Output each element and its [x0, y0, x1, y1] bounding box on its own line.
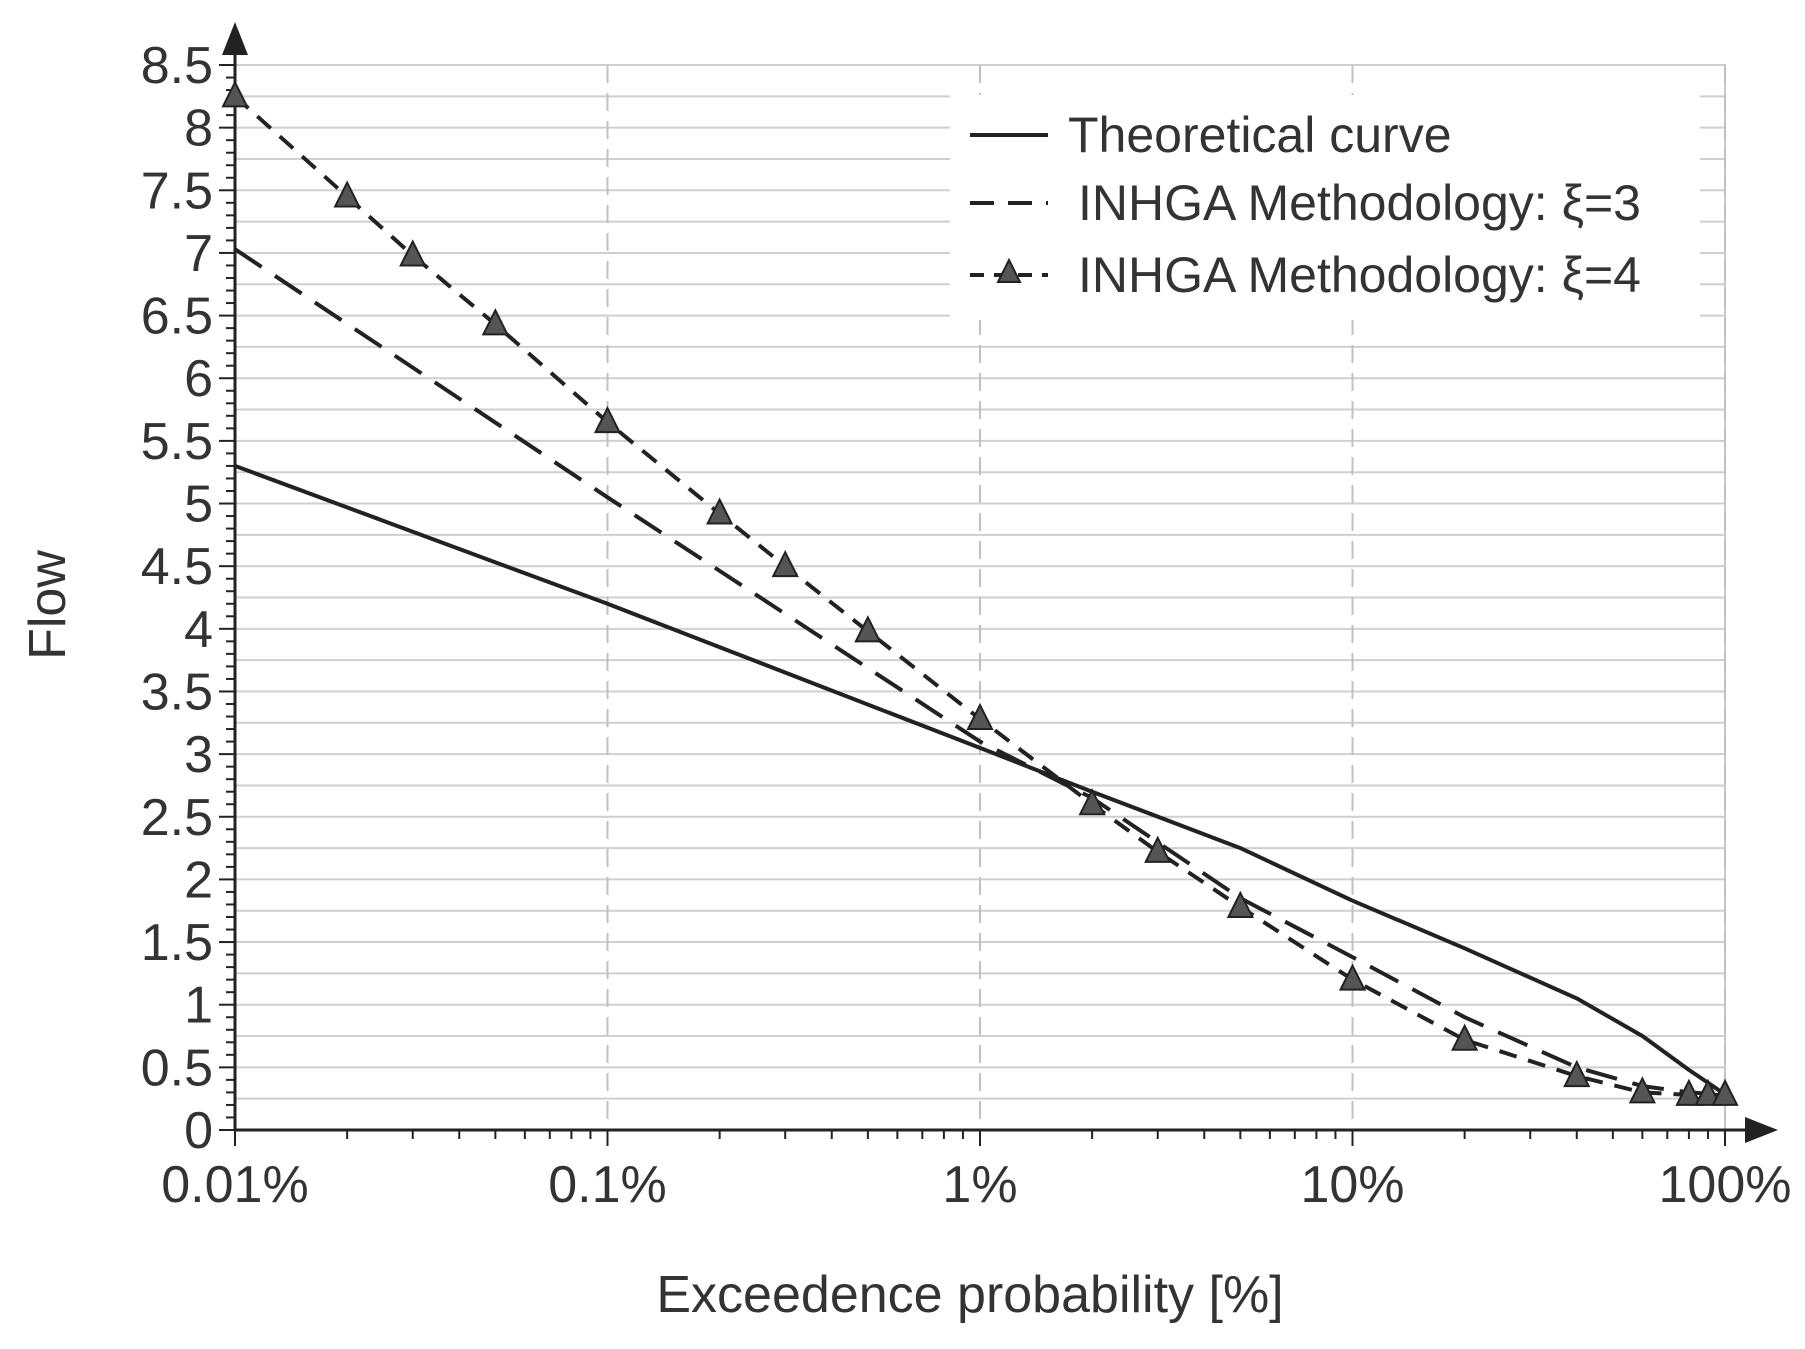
- y-tick-label: 7: [184, 225, 213, 283]
- x-tick-label: 100%: [1659, 1156, 1792, 1214]
- tick-labels: 00.511.522.533.544.555.566.577.588.5 0.01…: [141, 37, 1792, 1214]
- triangle-marker: [1563, 1059, 1591, 1088]
- y-tick-label: 6: [184, 350, 213, 408]
- x-tick-label: 10%: [1300, 1156, 1404, 1214]
- triangle-marker: [771, 549, 799, 578]
- triangle-marker: [593, 405, 622, 434]
- triangle-marker: [399, 239, 427, 267]
- x-axis-arrow-icon: [1745, 1117, 1778, 1143]
- x-axis-title: Exceedence probability [%]: [656, 1266, 1283, 1324]
- legend-label-inhga-xi3: INHGA Methodology: ξ=3: [1078, 175, 1641, 231]
- legend-label-theoretical: Theoretical curve: [1068, 107, 1452, 163]
- y-tick-label: 3: [184, 726, 213, 784]
- x-tick-label: 0.1%: [548, 1156, 667, 1214]
- y-tick-label: 7.5: [141, 162, 213, 220]
- x-tick-label: 0.01%: [161, 1156, 308, 1214]
- triangle-marker: [481, 308, 509, 336]
- y-tick-label: 0.5: [141, 1039, 213, 1097]
- y-axis-arrow-icon: [222, 22, 248, 55]
- y-tick-label: 5.5: [141, 413, 213, 471]
- series-line-0: [234, 464, 1727, 1097]
- series-line-1: [233, 247, 1726, 1097]
- triangle-marker: [706, 497, 734, 525]
- y-tick-label: 3.5: [141, 663, 213, 721]
- y-tick-label: 0: [184, 1102, 213, 1160]
- triangle-marker: [1451, 1023, 1479, 1051]
- y-tick-label: 4.5: [141, 538, 213, 596]
- triangle-marker: [1078, 787, 1106, 816]
- y-tick-label: 4: [184, 601, 213, 659]
- y-tick-label: 6.5: [141, 288, 213, 346]
- y-tick-label: 5: [184, 476, 213, 534]
- y-tick-label: 8: [184, 100, 213, 158]
- triangle-marker: [221, 80, 249, 108]
- triangle-marker: [1675, 1078, 1703, 1106]
- triangle-marker: [333, 180, 361, 208]
- triangle-marker: [1338, 963, 1367, 991]
- y-tick-label: 2.5: [141, 789, 213, 847]
- triangle-marker: [1628, 1076, 1656, 1104]
- y-tick-label: 8.5: [141, 37, 213, 95]
- series-layer: [221, 80, 1739, 1106]
- legend-label-inhga-xi4: INHGA Methodology: ξ=4: [1078, 247, 1641, 303]
- y-tick-label: 1: [184, 977, 213, 1035]
- y-tick-label: 2: [184, 851, 213, 909]
- triangle-marker: [1711, 1078, 1739, 1106]
- axes: [219, 22, 1778, 1146]
- triangle-marker: [1694, 1078, 1722, 1106]
- legend: Theoretical curve INHGA Methodology: ξ=3…: [950, 95, 1700, 320]
- triangle-marker: [966, 702, 994, 731]
- triangle-marker: [1226, 890, 1254, 918]
- legend-background: [950, 95, 1700, 320]
- triangle-marker: [854, 615, 882, 643]
- x-tick-label: 1%: [942, 1156, 1017, 1214]
- triangle-marker: [1144, 835, 1172, 863]
- y-tick-label: 1.5: [141, 914, 213, 972]
- legend-marker-triangle-icon: [996, 257, 1022, 283]
- y-axis-title: Flow: [19, 550, 77, 660]
